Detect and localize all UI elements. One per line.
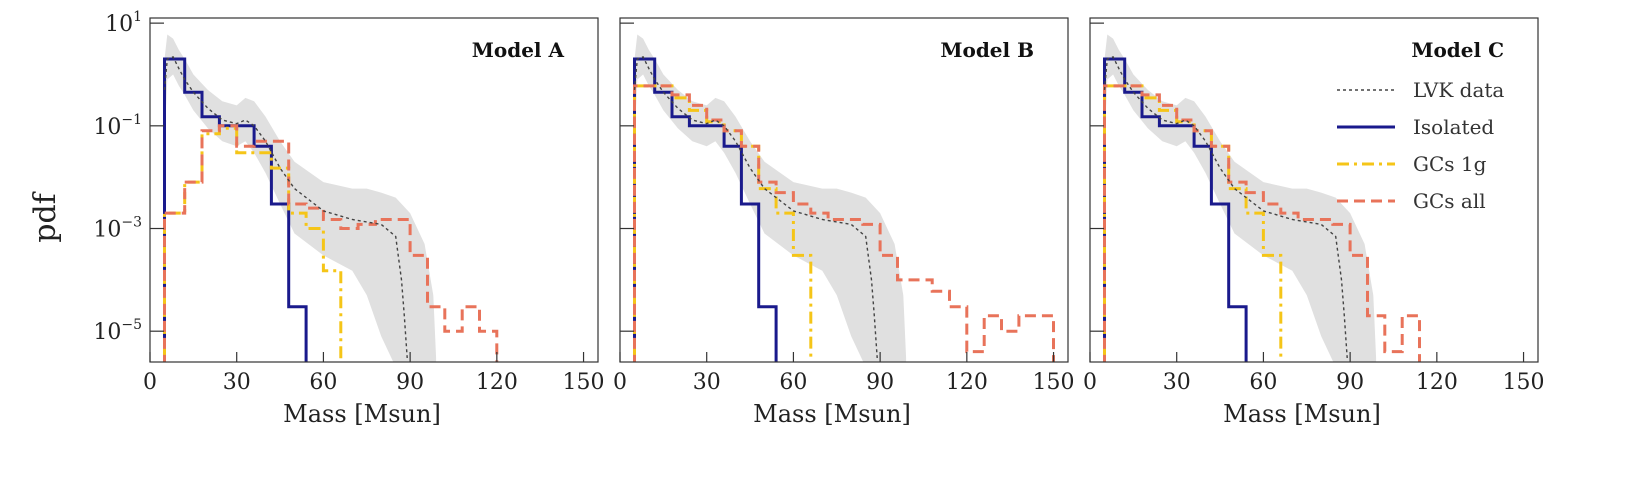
x-tick-label: 150 [1033, 370, 1075, 395]
x-tick-label: 120 [1416, 370, 1458, 395]
lvk-band [164, 34, 437, 362]
y-tick-label: 10−1 [93, 112, 142, 140]
axes-frame [1089, 17, 1539, 363]
panel-title: Model C [1411, 38, 1504, 62]
panel-title: Model A [472, 38, 565, 62]
series-gcs-all [633, 84, 1055, 362]
y-tick-label: 10−3 [93, 215, 142, 243]
x-tick-label: 30 [223, 370, 251, 395]
legend-label-lvk-data: LVK data [1413, 78, 1504, 102]
x-tick-label: 0 [613, 370, 627, 395]
axes-frame [149, 17, 599, 363]
x-tick-label: 90 [866, 370, 894, 395]
x-tick-label: 60 [779, 370, 807, 395]
x-tick-label: 90 [396, 370, 424, 395]
series-lvk-data [633, 56, 878, 359]
panel-1: 0 30 60 90 120 150 101 10−1 10−3 10−5 Mass [Msun] M… [93, 9, 605, 428]
x-tick-label: 60 [309, 370, 337, 395]
x-tick-label: 0 [143, 370, 157, 395]
series-isolated [1103, 57, 1248, 362]
x-tick-label: 120 [476, 370, 518, 395]
series-lvk-data [163, 56, 408, 359]
x-tick-label: 90 [1336, 370, 1364, 395]
legend-label-isolated: Isolated [1413, 115, 1494, 139]
legend-label-gcs-1g: GCs 1g [1413, 152, 1487, 176]
x-axis-label: Mass [Msun] [1223, 400, 1381, 428]
lvk-band [1104, 34, 1377, 362]
lvk-band [634, 34, 907, 362]
x-tick-label: 30 [693, 370, 721, 395]
series-lvk-data [1103, 56, 1348, 359]
panels: 0 30 60 90 120 150 101 10−1 10−3 10−5 Mass [Msun] M… [93, 9, 1545, 428]
x-tick-label: 0 [1083, 370, 1097, 395]
x-tick-label: 30 [1163, 370, 1191, 395]
plot-area [163, 34, 499, 362]
panel-title: Model B [940, 38, 1034, 62]
x-tick-label: 150 [563, 370, 605, 395]
x-tick-label: 120 [946, 370, 988, 395]
axes-frame [619, 17, 1069, 363]
panel-3: 0 30 60 90 120 150 Mass [Msun] Model C LVK data I… [1083, 17, 1545, 428]
y-axis-label: pdf [28, 191, 63, 242]
legend-label-gcs-all: GCs all [1413, 189, 1486, 213]
plot-area [633, 34, 1055, 362]
x-axis-label: Mass [Msun] [753, 400, 911, 428]
y-tick-label: 101 [105, 9, 142, 37]
series-gcs-all [1103, 84, 1421, 362]
y-tick-label: 10−5 [93, 317, 142, 345]
panel-2: 0 30 60 90 120 150 Mass [Msun] Model B [613, 17, 1075, 428]
legend: LVK data Isolated GCs 1g GCs all [1337, 78, 1504, 213]
x-tick-label: 60 [1249, 370, 1277, 395]
plot-area [1103, 34, 1421, 362]
series-isolated [163, 57, 308, 362]
x-axis-label: Mass [Msun] [283, 400, 441, 428]
series-isolated [633, 57, 778, 362]
series-gcs-all [163, 124, 499, 362]
x-tick-label: 150 [1503, 370, 1545, 395]
